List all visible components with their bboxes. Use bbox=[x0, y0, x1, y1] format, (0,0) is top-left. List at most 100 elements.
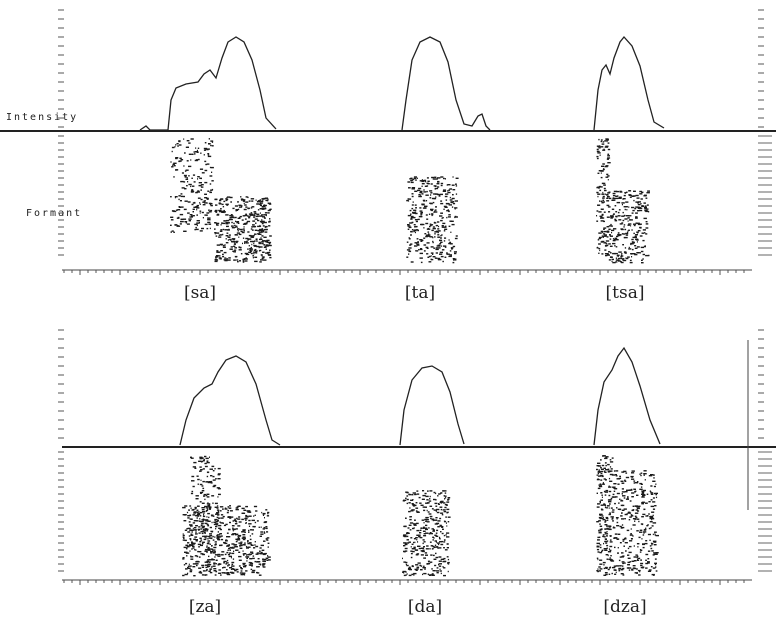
spectrogram-dot bbox=[602, 201, 605, 202]
spectrogram-dot bbox=[413, 547, 415, 548]
spectrogram-dot bbox=[637, 232, 638, 233]
spectrogram-dot bbox=[244, 226, 245, 227]
spectrogram-dot bbox=[233, 246, 235, 247]
spectrogram-dot bbox=[412, 229, 413, 230]
spectrogram-dot bbox=[233, 259, 236, 260]
spectrogram-dot bbox=[605, 194, 606, 195]
spectrogram-dot bbox=[442, 529, 444, 530]
spectrogram-dot bbox=[605, 507, 606, 508]
spectrogram-dot bbox=[269, 235, 272, 236]
spectrogram-dot bbox=[627, 217, 629, 218]
spectrogram-dot bbox=[434, 236, 435, 237]
spectrogram-dot bbox=[247, 197, 248, 198]
spectrogram-dot bbox=[226, 569, 228, 570]
spectrogram-dot bbox=[189, 538, 191, 539]
spectrogram-dot bbox=[618, 251, 622, 252]
spectrogram-dot bbox=[615, 220, 618, 221]
spectrogram-dot bbox=[422, 520, 425, 521]
spectrogram-dot bbox=[223, 562, 225, 563]
spectrogram-dot bbox=[435, 196, 436, 197]
spectrogram-dot bbox=[634, 521, 635, 522]
spectrogram-dot bbox=[411, 261, 414, 262]
spectrogram-dot bbox=[206, 212, 209, 213]
spectrogram-dot bbox=[623, 574, 625, 575]
spectrogram-dot bbox=[415, 508, 418, 509]
spectrogram-dot bbox=[237, 539, 240, 540]
spectrogram-dot bbox=[260, 221, 263, 222]
spectrogram-dot bbox=[226, 573, 229, 574]
spectrogram-dot bbox=[210, 531, 213, 532]
spectrogram-dot bbox=[189, 220, 191, 221]
spectrogram-dot bbox=[619, 499, 620, 500]
spectrogram-dot bbox=[444, 511, 447, 512]
spectrogram-dot bbox=[450, 250, 452, 251]
spectrogram-dot bbox=[249, 558, 252, 559]
spectrogram-dot bbox=[641, 486, 642, 487]
spectrogram-dot bbox=[170, 196, 172, 197]
spectrogram-dot bbox=[634, 245, 636, 246]
spectrogram-dot bbox=[249, 526, 250, 527]
spectrogram-dot bbox=[422, 183, 425, 184]
spectrogram-dot bbox=[234, 250, 236, 251]
spectrogram-dot bbox=[406, 532, 408, 533]
spectrogram-dot bbox=[182, 187, 185, 188]
spectrogram-dot bbox=[423, 506, 426, 507]
spectrogram-dot bbox=[248, 530, 249, 531]
spectrogram-dot bbox=[256, 238, 258, 239]
spectrogram-dot bbox=[416, 523, 419, 524]
spectrogram-dot bbox=[268, 221, 270, 222]
spectrogram-dot bbox=[409, 567, 411, 568]
spectrogram-dot bbox=[452, 198, 455, 199]
spectrogram-dot bbox=[437, 181, 440, 182]
spectrogram-dot bbox=[425, 525, 427, 526]
spectrogram-dot bbox=[255, 252, 257, 253]
spectrogram-dot bbox=[600, 547, 602, 548]
spectrogram-dot bbox=[435, 553, 437, 554]
spectrogram-dot bbox=[239, 560, 242, 561]
spectrogram-dot bbox=[222, 204, 224, 205]
spectrogram-dot bbox=[199, 556, 201, 557]
spectrogram-dot bbox=[182, 558, 184, 559]
spectrogram-dot bbox=[439, 195, 441, 196]
spectrogram-dot bbox=[418, 536, 420, 537]
spectrogram-dot bbox=[646, 192, 650, 193]
spectrogram-dot bbox=[607, 528, 609, 529]
spectrogram-dot bbox=[257, 226, 260, 227]
spectrogram-dot bbox=[441, 526, 444, 527]
spectrogram-dot bbox=[610, 541, 613, 542]
spectrogram-dot bbox=[213, 562, 215, 563]
spectrogram-dot bbox=[613, 238, 614, 239]
spectrogram-dot bbox=[261, 255, 262, 256]
spectrogram-dot bbox=[203, 516, 205, 517]
spectrogram-dot bbox=[178, 195, 180, 196]
spectrogram-dot bbox=[180, 214, 183, 215]
spectrogram-dot bbox=[410, 522, 413, 523]
spectrogram-dot bbox=[427, 183, 429, 184]
spectrogram-dot bbox=[603, 575, 606, 576]
spectrogram-dot bbox=[255, 510, 257, 511]
spectrogram-dot bbox=[415, 204, 417, 205]
spectrogram-dot bbox=[217, 556, 220, 557]
spectrogram-dot bbox=[620, 556, 622, 557]
spectrogram-dot bbox=[213, 552, 216, 553]
spectrogram-dot bbox=[616, 517, 619, 518]
spectrogram-dot bbox=[630, 533, 632, 534]
spectrogram-dot bbox=[655, 494, 657, 495]
spectrogram-dot bbox=[268, 225, 270, 226]
spectrogram-dot bbox=[196, 229, 199, 230]
spectrogram-dot bbox=[447, 547, 449, 548]
spectrogram-dot bbox=[207, 559, 209, 560]
intensity-curve bbox=[400, 366, 464, 445]
spectrogram-dot bbox=[251, 236, 254, 237]
spectrogram-dot bbox=[440, 544, 443, 545]
spectrogram-dot bbox=[182, 172, 184, 173]
spectrogram-dot bbox=[221, 545, 223, 546]
spectrogram-dot bbox=[223, 245, 225, 246]
spectrogram-dot bbox=[218, 494, 221, 495]
spectrogram-dot bbox=[419, 497, 421, 498]
spectrogram-dot bbox=[175, 144, 176, 145]
spectrogram-dot bbox=[623, 226, 624, 227]
spectrogram-dot bbox=[452, 224, 455, 225]
spectrogram-dot bbox=[628, 548, 629, 549]
spectrogram-dot bbox=[598, 211, 601, 212]
